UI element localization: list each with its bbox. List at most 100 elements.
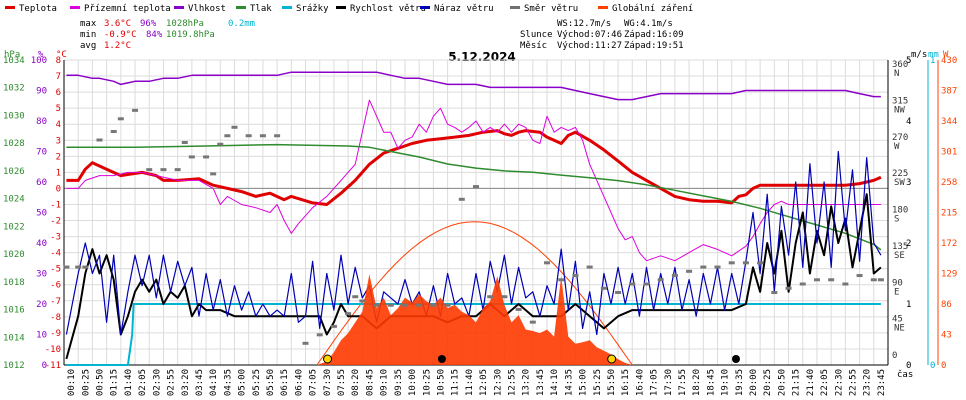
tick-x: 20:00 — [749, 369, 759, 396]
tick-x: 03:20 — [181, 369, 191, 396]
tick-x: 20:50 — [777, 369, 787, 396]
tick-x: 02:55 — [167, 369, 177, 396]
tick-dir-deg: 180 — [892, 206, 908, 216]
tick-hpa: 1032 — [3, 84, 25, 94]
tick-dir-name: SW — [894, 178, 905, 188]
tick-c: -5 — [50, 265, 61, 275]
wind-direction-mark — [877, 278, 884, 282]
wind-direction-mark — [330, 324, 337, 328]
tick-wind: 5 — [906, 56, 911, 66]
tick-x: 11:40 — [465, 369, 475, 396]
tick-hpa: 1016 — [3, 306, 25, 316]
legend-swatch-7 — [420, 6, 430, 9]
tick-c: 4 — [56, 120, 61, 130]
wind-direction-mark — [771, 290, 778, 294]
wind-direction-mark — [359, 299, 366, 303]
wind-direction-mark — [373, 303, 380, 307]
legend-swatch-3 — [174, 6, 184, 9]
wind-direction-mark — [828, 278, 835, 282]
wind-direction-mark — [501, 295, 508, 299]
tick-mm: 0 — [930, 361, 935, 371]
tick-x: 22:55 — [848, 369, 858, 396]
tick-c: -11 — [45, 361, 61, 371]
tick-hpa: 1012 — [3, 361, 25, 371]
series-teplota — [66, 129, 882, 206]
tick-hpa: 1014 — [3, 333, 25, 343]
wind-direction-mark — [870, 278, 877, 282]
wind-direction-mark — [188, 155, 195, 159]
stats-slunce-zapad: Západ:16:09 — [624, 30, 684, 40]
wind-direction-mark — [110, 130, 117, 134]
wind-direction-mark — [82, 265, 89, 269]
tick-pct: 50 — [36, 209, 47, 219]
stats-wg: WG:4.1m/s — [624, 19, 673, 29]
unit-mm: mm — [928, 50, 939, 60]
tick-c: -3 — [50, 233, 61, 243]
tick-x: 16:40 — [635, 369, 645, 396]
unit-hpa: hPa — [4, 50, 20, 60]
tick-pct: 20 — [36, 300, 47, 310]
tick-c: 1 — [56, 168, 61, 178]
tick-hpa: 1022 — [3, 222, 25, 232]
tick-x: 00:50 — [96, 369, 106, 396]
tick-dir-name: E — [894, 287, 899, 297]
tick-pct: 60 — [36, 178, 47, 188]
legend-label-9: Globální záření — [612, 4, 693, 14]
tick-dir-name: W — [894, 142, 900, 152]
wind-direction-mark — [210, 172, 217, 176]
wind-direction-mark — [529, 320, 536, 324]
tick-c: -7 — [50, 297, 61, 307]
tick-x: 13:45 — [536, 369, 546, 396]
tick-pct: 10 — [36, 331, 47, 341]
tick-x: 07:05 — [309, 369, 319, 396]
tick-hpa: 1018 — [3, 278, 25, 288]
tick-x: 23:45 — [877, 369, 887, 396]
tick-dir-deg: 0 — [892, 351, 897, 361]
tick-wind: 2 — [906, 239, 911, 249]
tick-x: 02:30 — [152, 369, 162, 396]
stats-block: max 3.6°C 96% 1028hPa 0.2mm min -0.9°C 8… — [80, 19, 684, 51]
tick-c: -2 — [50, 217, 61, 227]
tick-x: 19:10 — [721, 369, 731, 396]
tick-x: 07:30 — [323, 369, 333, 396]
tick-dir-deg: 360 — [892, 60, 908, 70]
tick-x: 06:40 — [294, 369, 304, 396]
tick-hpa: 1028 — [3, 139, 25, 149]
tick-x: 04:35 — [223, 369, 233, 396]
wind-direction-mark — [615, 290, 622, 294]
unit-dir: m/s — [911, 50, 927, 60]
legend-swatch-1 — [5, 6, 15, 9]
tick-w: 172 — [941, 239, 957, 249]
tick-x: 08:20 — [351, 369, 361, 396]
stats-min-temp: -0.9°C — [104, 30, 137, 40]
wind-direction-mark — [401, 303, 408, 307]
tick-wind: 1 — [906, 300, 911, 310]
stats-min-label: min — [80, 30, 96, 40]
tick-dir-name: N — [894, 69, 899, 79]
legend-label-3: Vlhkost — [188, 4, 226, 14]
wind-direction-mark — [799, 282, 806, 286]
tick-wind: 4 — [906, 117, 911, 127]
series-glob-ln-z-en- — [316, 274, 633, 365]
tick-w: 129 — [941, 270, 957, 280]
wind-direction-mark — [174, 168, 181, 172]
wind-direction-mark — [217, 142, 224, 146]
legend-label-8: Směr větru — [524, 4, 578, 14]
tick-x: 14:10 — [550, 369, 560, 396]
legend-swatch-6 — [336, 6, 346, 9]
legend-label-5: Srážky — [296, 4, 329, 14]
wind-direction-mark — [416, 303, 423, 307]
tick-dir-name: S — [894, 215, 899, 225]
tick-c: 6 — [56, 88, 61, 98]
wind-direction-mark — [387, 303, 394, 307]
tick-c: -4 — [50, 249, 61, 259]
tick-w: 43 — [941, 331, 952, 341]
wind-direction-mark — [96, 138, 103, 142]
stats-avg-label: avg — [80, 41, 96, 51]
grid — [63, 59, 889, 366]
tick-x: 05:00 — [238, 369, 248, 396]
wind-direction-mark — [181, 141, 188, 145]
tick-x: 05:50 — [266, 369, 276, 396]
chart-title: 5.12.2024 — [448, 50, 516, 64]
legend-label-4: Tlak — [250, 4, 272, 14]
